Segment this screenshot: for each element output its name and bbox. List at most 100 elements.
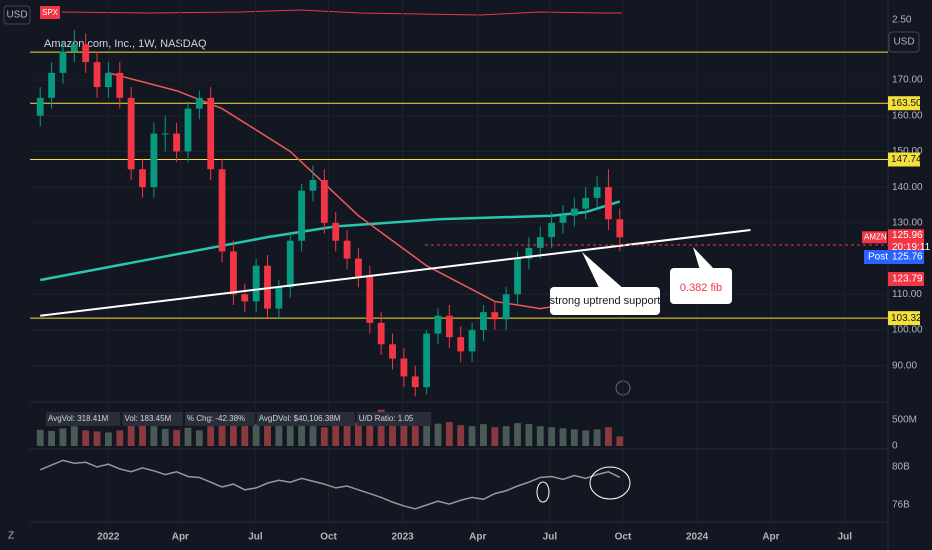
candle-body xyxy=(70,44,78,52)
y-tick-label: 160.00 xyxy=(892,110,923,121)
post-price: 125.76 xyxy=(892,252,923,263)
price-tag xyxy=(888,250,924,264)
volume-bar xyxy=(241,421,249,446)
volume-bar xyxy=(139,422,146,446)
volume-bar xyxy=(570,429,578,446)
volume-bar xyxy=(605,427,612,446)
volume-bar xyxy=(582,430,590,446)
moving-average xyxy=(108,72,586,310)
volume-tick-label: 500M xyxy=(892,415,917,426)
volume-bar xyxy=(536,426,544,446)
callout-pointer xyxy=(582,252,625,290)
volume-bar xyxy=(116,430,124,446)
volume-bar xyxy=(434,423,442,446)
candle-body xyxy=(264,265,271,309)
level-tag xyxy=(888,311,920,326)
indicator-line xyxy=(39,459,621,510)
y-tick-label: 130.00 xyxy=(892,217,923,228)
candle-body xyxy=(161,133,169,135)
compare-line xyxy=(61,9,622,16)
symbol-tag xyxy=(862,231,887,244)
candle-body xyxy=(548,222,556,238)
volume-bar xyxy=(286,425,294,446)
candle-body xyxy=(616,219,624,238)
candle-body xyxy=(525,247,533,259)
callout-pointer xyxy=(693,247,715,270)
footer-left: Z xyxy=(8,531,14,542)
candle-body xyxy=(582,197,590,209)
candle-body xyxy=(491,312,499,320)
volume-bar xyxy=(445,422,453,446)
price-tag xyxy=(888,229,924,254)
volume-bar xyxy=(377,409,385,446)
y-tick-label: 150.00 xyxy=(892,146,923,157)
compare-badge xyxy=(40,6,60,19)
volume-bar xyxy=(264,421,271,446)
symbol-label: AMZN xyxy=(864,232,887,241)
volume-bar xyxy=(514,423,521,446)
candle-body xyxy=(93,62,101,88)
axis-currency-box[interactable] xyxy=(888,31,920,53)
volume-bar xyxy=(105,432,112,446)
candle-body xyxy=(502,294,510,320)
candle-body xyxy=(536,237,544,248)
candle-body xyxy=(275,287,283,309)
volume-stat: AvgVol: 318.41M xyxy=(48,414,109,423)
candle-body xyxy=(445,315,453,338)
currency: USD xyxy=(6,10,27,21)
trendline xyxy=(40,229,751,317)
highlight-circle xyxy=(536,481,550,503)
candle-body xyxy=(480,312,487,330)
volume-bar xyxy=(230,416,237,446)
candle-body xyxy=(184,108,192,152)
level-label: 147.74 xyxy=(891,154,922,165)
candle-body xyxy=(195,97,203,109)
x-tick-label: Apr xyxy=(469,532,486,543)
post-tag-label: Post xyxy=(868,252,888,263)
candle-body xyxy=(218,169,226,252)
x-tick-label: 2023 xyxy=(392,532,415,543)
volume-bar xyxy=(423,421,431,446)
candle-body xyxy=(173,133,181,152)
level-tag xyxy=(888,152,920,167)
currency-box[interactable] xyxy=(3,5,31,25)
x-tick-label: 2022 xyxy=(97,532,120,543)
candle-body xyxy=(48,72,56,98)
indicator-tick-label: 76B xyxy=(892,500,910,511)
level-label: 103.32 xyxy=(891,313,922,324)
y-tick-label: 170.00 xyxy=(892,75,923,86)
candle-body xyxy=(400,358,408,377)
candle-body xyxy=(286,240,294,288)
volume-bar xyxy=(127,424,135,446)
volume-bar xyxy=(457,425,465,446)
last-price: 125.96 xyxy=(892,230,923,241)
volume-bar xyxy=(480,424,487,446)
volume-bar xyxy=(332,425,340,446)
candle-body xyxy=(377,322,385,345)
candle-body xyxy=(570,208,578,216)
x-tick-label: Jul xyxy=(838,532,853,543)
candle-body xyxy=(423,333,431,388)
volume-bar xyxy=(548,427,556,446)
volume-bar xyxy=(218,418,226,446)
stat-box xyxy=(46,412,121,426)
volume-bar xyxy=(252,423,260,446)
volume-bar xyxy=(502,426,510,446)
volume-bar xyxy=(36,429,44,446)
volume-bar xyxy=(309,426,317,446)
volume-bar xyxy=(593,429,601,446)
volume-bar xyxy=(343,424,351,446)
stat-box xyxy=(184,412,255,426)
volume-bar xyxy=(366,416,374,446)
x-tick-label: Jul xyxy=(543,532,558,543)
y-tick-label: 90.00 xyxy=(892,360,917,371)
volume-bar xyxy=(207,426,215,446)
callout xyxy=(670,268,732,304)
volume-bar xyxy=(559,428,567,446)
volume-bar xyxy=(82,430,90,446)
candle-body xyxy=(320,180,328,223)
candle-body xyxy=(468,330,476,352)
candle-body xyxy=(559,215,567,223)
